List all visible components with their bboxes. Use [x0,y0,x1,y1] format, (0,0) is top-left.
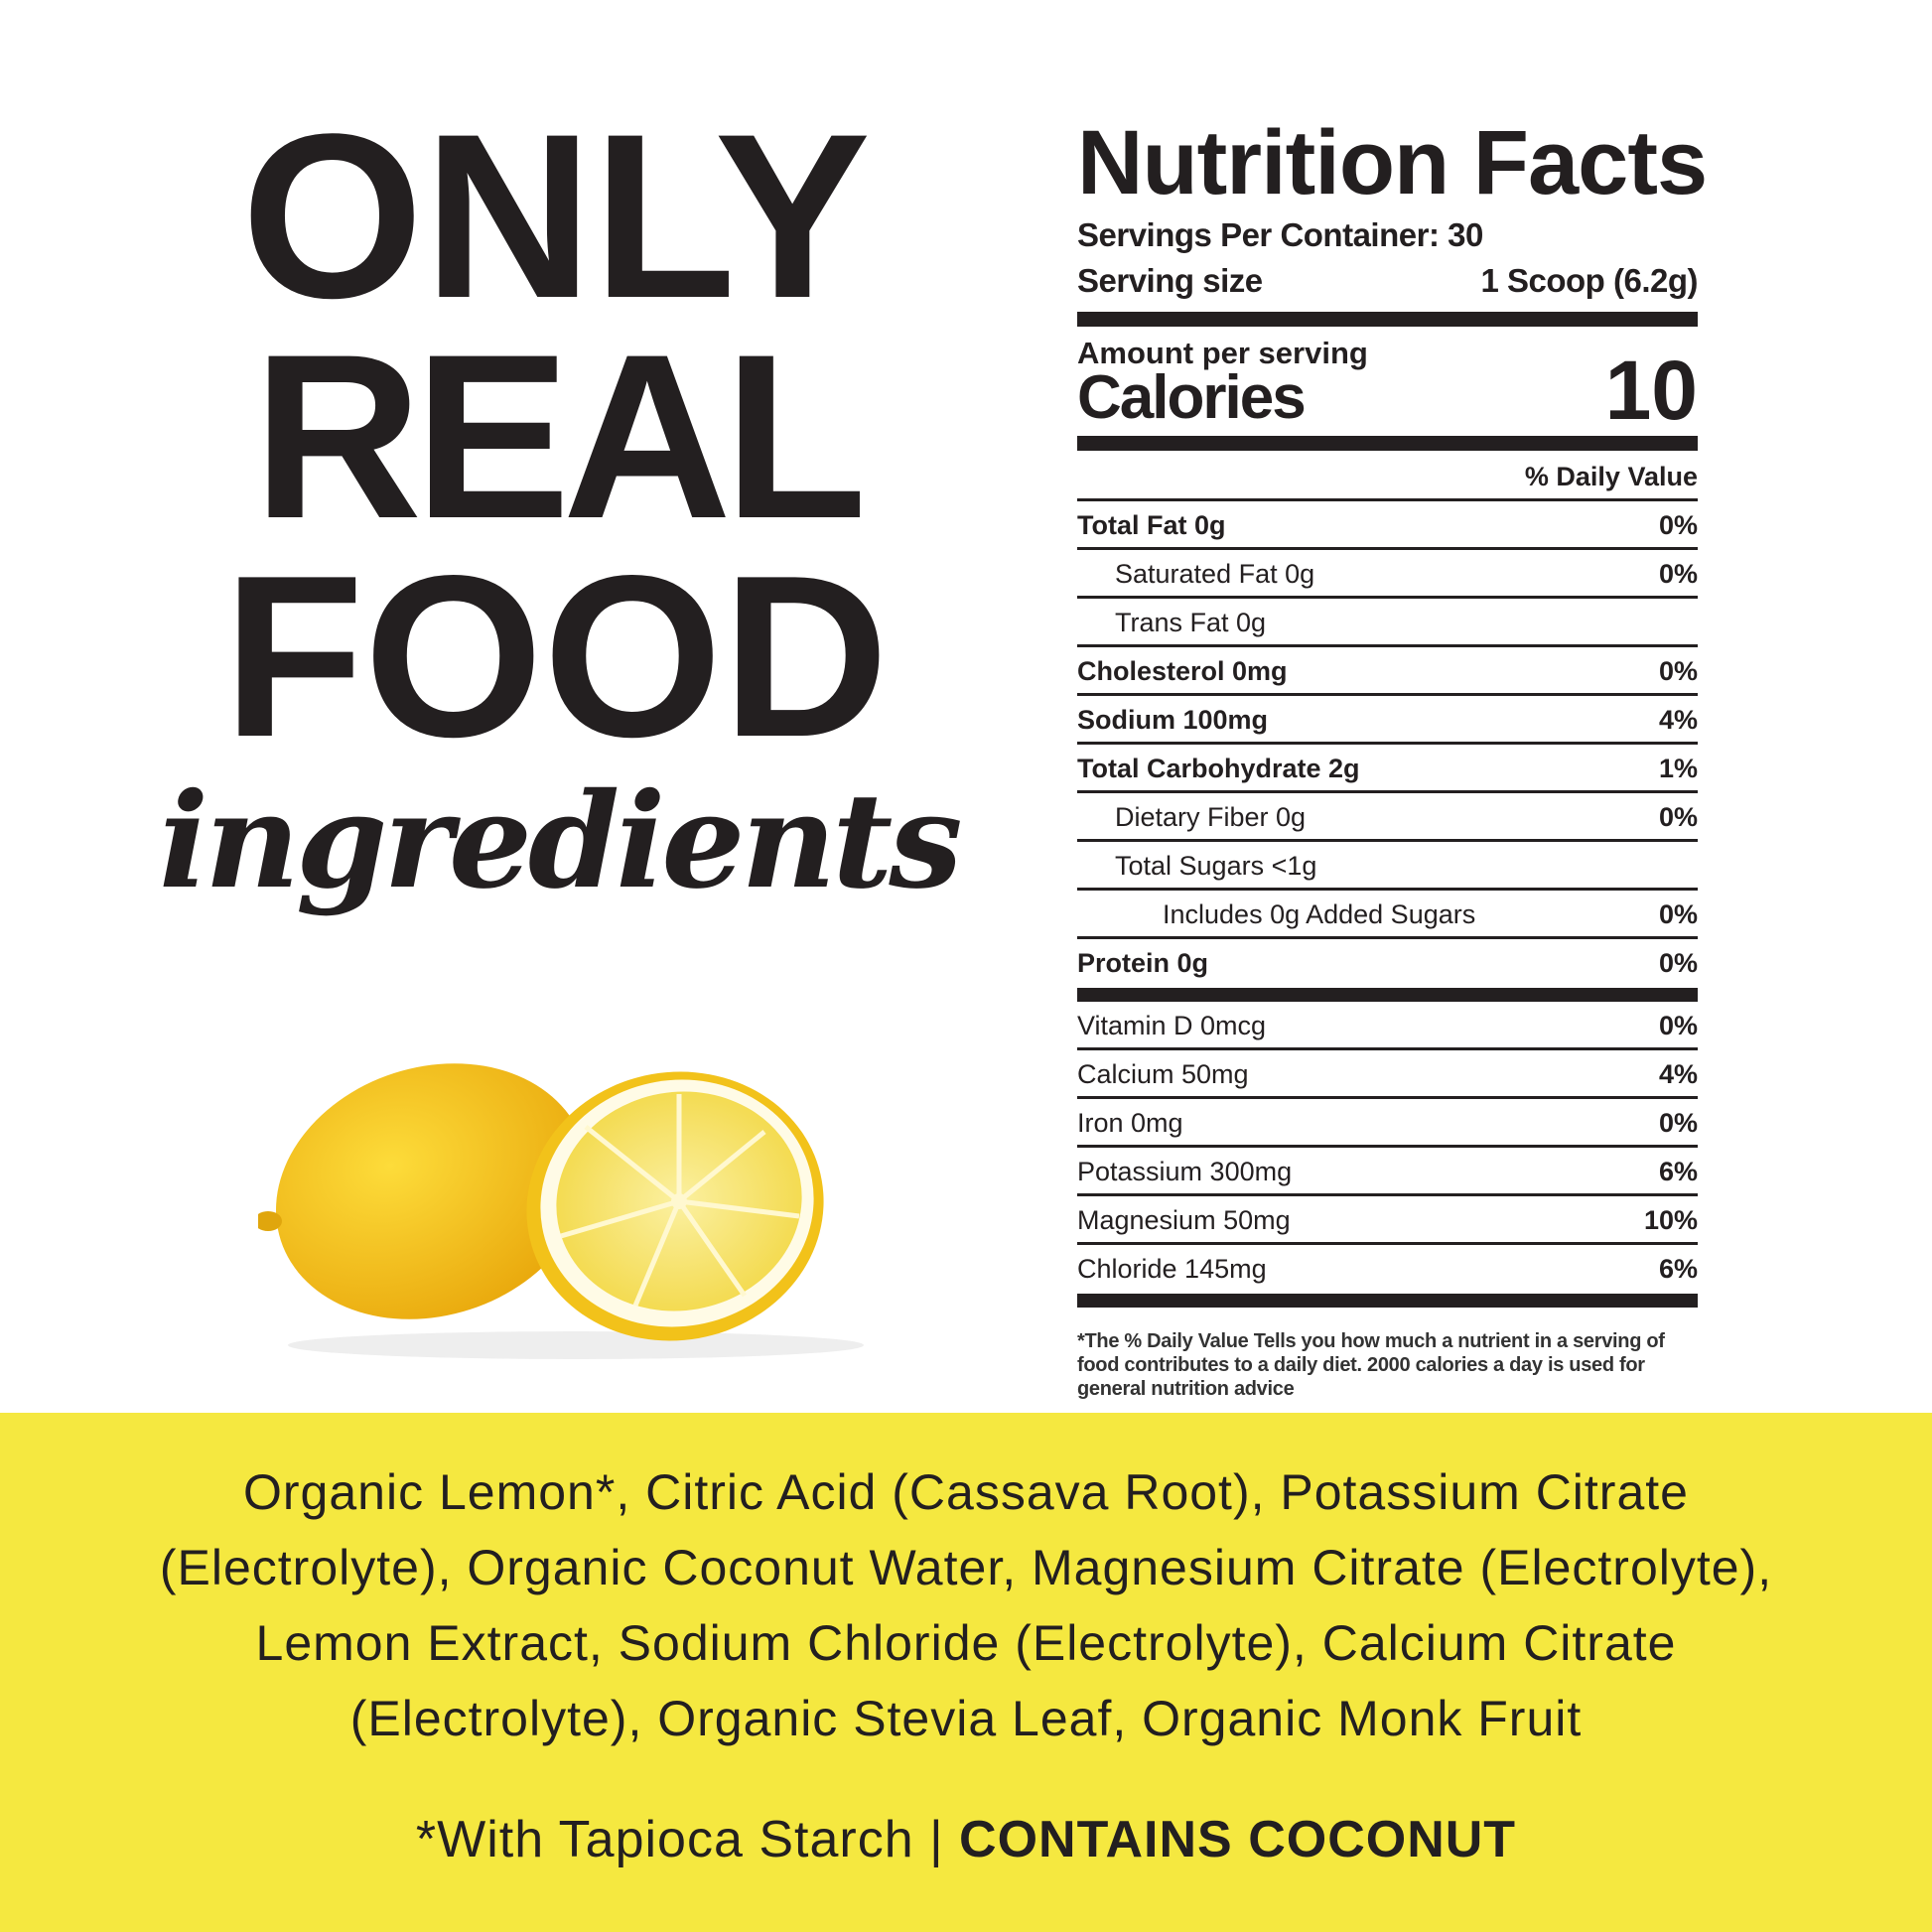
nutrient-daily-value: 10% [1643,1205,1698,1235]
nutrient-daily-value: 4% [1658,705,1698,735]
allergen-warning: CONTAINS COCONUT [959,1811,1517,1868]
ingredients-line: (Electrolyte), Organic Coconut Water, Ma… [159,1540,1773,1595]
divider-thick [1077,436,1698,451]
nutrient-row: Potassium 300mg 6% [1077,1148,1698,1196]
servings-per-container: Servings Per Container: 30 [1077,216,1483,253]
lemon-illustration [258,1063,864,1359]
nutrient-name: Includes 0g Added Sugars [1163,899,1476,929]
nutrient-daily-value: 0% [1658,1011,1698,1040]
nutrient-row: Cholesterol 0mg 0% [1077,647,1698,696]
calories-value: 10 [1604,344,1698,437]
serving-size-label: Serving size [1077,262,1263,299]
nutrient-daily-value: 6% [1658,1157,1698,1186]
nutrition-title: Nutrition Facts [1077,112,1708,213]
nutrient-name: Magnesium 50mg [1077,1205,1291,1235]
nutrient-name: Saturated Fat 0g [1115,559,1315,589]
ingredients-line: Lemon Extract, Sodium Chloride (Electrol… [255,1615,1677,1671]
whole-lemon [276,1063,588,1319]
nutrient-name: Total Fat 0g [1077,510,1226,540]
nutrient-row: Iron 0mg 0% [1077,1099,1698,1148]
nutrient-row: Dietary Fiber 0g 0% [1077,793,1698,842]
divider-thick [1077,312,1698,327]
nutrient-row: Vitamin D 0mcg 0% [1077,1002,1698,1050]
tapioca-note: *With Tapioca Starch | [415,1811,960,1868]
ingredients-line: Organic Lemon*, Citric Acid (Cassava Roo… [243,1464,1689,1520]
nutrient-name: Sodium 100mg [1077,705,1269,735]
nutrient-row: Trans Fat 0g [1077,599,1698,647]
nutrient-name: Calcium 50mg [1077,1059,1249,1089]
nutrient-name: Vitamin D 0mcg [1077,1011,1267,1040]
nutrient-row: Total Sugars <1g [1077,842,1698,891]
nutrient-daily-value: 0% [1658,899,1698,929]
headline-food: FOOD [222,528,890,785]
nutrient-row: Includes 0g Added Sugars 0% [1077,891,1698,939]
nutrient-daily-value: 0% [1658,948,1698,978]
nutrient-name: Iron 0mg [1077,1108,1183,1138]
nutrient-name: Protein 0g [1077,948,1209,978]
nutrient-name: Potassium 300mg [1077,1157,1293,1186]
headline-ingredients: ingredients [159,764,963,918]
footnote: *The % Daily Value Tells you how much a … [1077,1330,1665,1400]
nutrient-daily-value: 1% [1658,754,1698,783]
nutrient-name: Total Sugars <1g [1115,851,1317,881]
nutrient-row: Total Carbohydrate 2g 1% [1077,745,1698,793]
headline-only: ONLY [241,85,871,347]
nutrient-row: Sodium 100mg 4% [1077,696,1698,745]
nutrient-name: Chloride 145mg [1077,1254,1267,1284]
ingredients-list: Organic Lemon*, Citric Acid (Cassava Roo… [0,1454,1932,1756]
nutrient-daily-value: 6% [1658,1254,1698,1284]
ingredients-line: (Electrolyte), Organic Stevia Leaf, Orga… [349,1691,1583,1746]
nutrient-name: Dietary Fiber 0g [1115,802,1307,832]
nutrient-daily-value: 0% [1658,656,1698,686]
amount-per-serving: Amount per serving [1077,336,1368,370]
nutrient-daily-value: 0% [1658,510,1698,540]
ingredients-note: *With Tapioca Starch | CONTAINS COCONUT [0,1810,1932,1869]
nutrient-name: Trans Fat 0g [1115,608,1267,637]
nutrient-row: Protein 0g 0% [1077,939,1698,988]
serving-size-value: 1 Scoop (6.2g) [1480,262,1698,299]
nutrition-facts-label: Nutrition Facts Servings Per Container: … [1077,112,1708,1401]
nutrient-daily-value: 0% [1658,1108,1698,1138]
headline-real: REAL [252,306,867,568]
ingredients-band: Organic Lemon*, Citric Acid (Cassava Roo… [0,1413,1932,1932]
nutrient-row: Total Fat 0g 0% [1077,501,1698,550]
divider-thick [1077,1294,1698,1308]
divider-thick [1077,988,1698,1002]
nutrient-daily-value: 0% [1658,802,1698,832]
nutrient-row: Calcium 50mg 4% [1077,1050,1698,1099]
nutrient-name: Total Carbohydrate 2g [1077,754,1360,783]
nutrient-row: Chloride 145mg 6% [1077,1245,1698,1294]
nutrient-row: Saturated Fat 0g 0% [1077,550,1698,599]
nutrient-row: Magnesium 50mg 10% [1077,1196,1698,1245]
nutrient-daily-value: 0% [1658,559,1698,589]
daily-value-header: % Daily Value [1077,455,1698,501]
nutrient-name: Cholesterol 0mg [1077,656,1288,686]
nutrient-daily-value: 4% [1658,1059,1698,1089]
calories-label: Calories [1077,363,1307,432]
